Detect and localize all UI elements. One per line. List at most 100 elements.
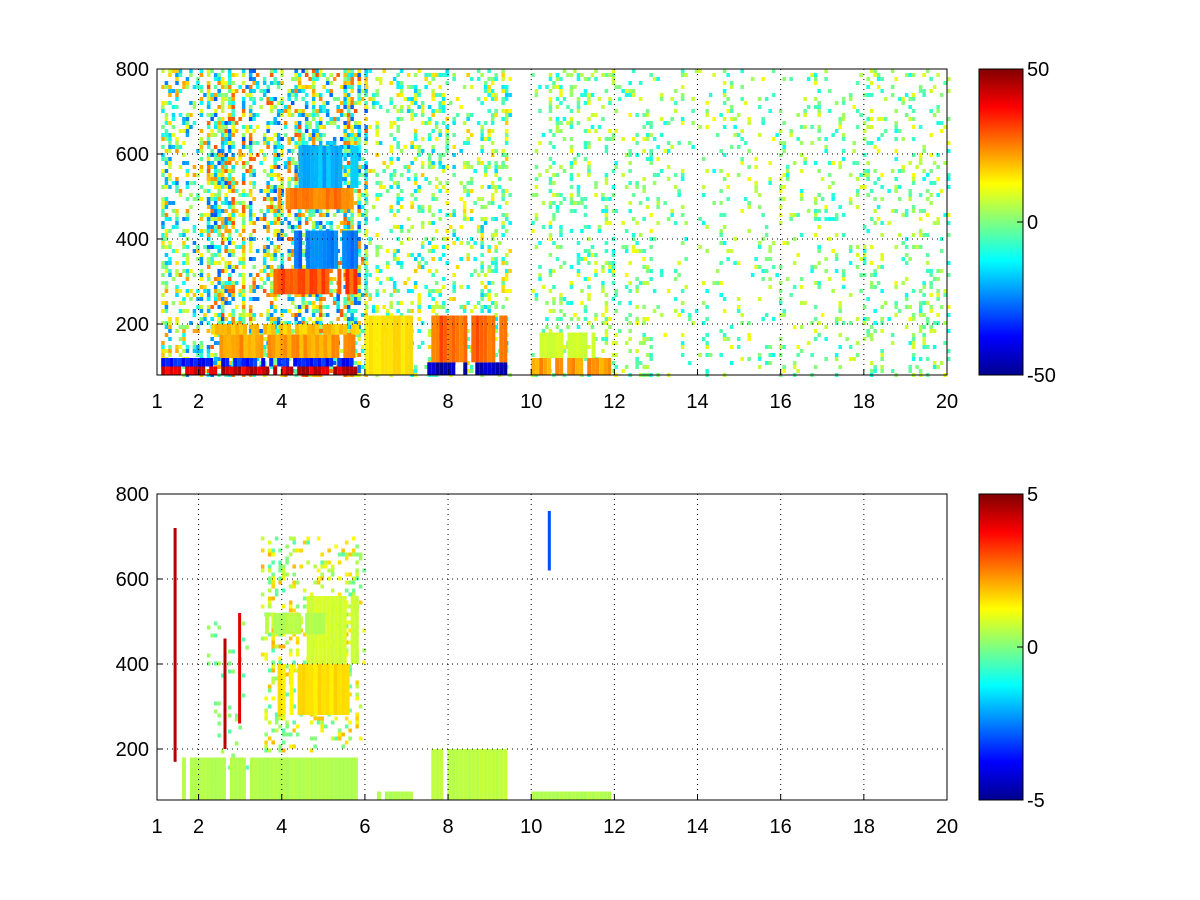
heatmap-cell	[915, 165, 919, 169]
heatmap-cell	[269, 257, 274, 261]
heatmap-cell	[353, 133, 358, 137]
heatmap-band-cell	[301, 366, 306, 375]
heatmap-cell	[252, 229, 256, 233]
heatmap-cell	[297, 113, 302, 117]
heatmap-cell	[608, 269, 612, 273]
heatmap-cell	[866, 117, 870, 121]
heatmap-cell	[192, 197, 197, 201]
heatmap-cell	[943, 321, 947, 325]
heatmap-cell	[267, 580, 272, 585]
heatmap-cell	[283, 165, 288, 169]
heatmap-cell	[274, 712, 279, 717]
heatmap-cell	[364, 109, 368, 113]
heatmap-band-cell	[265, 366, 270, 375]
heatmap-cell	[410, 145, 414, 149]
heatmap-cell	[273, 245, 277, 249]
heatmap-cell	[594, 261, 598, 265]
heatmap-cell	[911, 289, 916, 293]
heatmap-cell	[164, 157, 169, 161]
heatmap-cell	[504, 189, 509, 193]
heatmap-cell	[726, 257, 730, 261]
heatmap-cell	[217, 273, 221, 277]
heatmap-cell	[733, 261, 737, 265]
heatmap-cell	[308, 293, 312, 297]
heatmap-cell	[276, 209, 281, 213]
heatmap-cell	[382, 185, 386, 189]
heatmap-cell	[175, 149, 179, 153]
heatmap-cell	[220, 309, 225, 313]
heatmap-cell	[501, 189, 505, 193]
heatmap-cell	[908, 105, 912, 109]
heatmap-cell	[936, 153, 940, 157]
heatmap-cell	[559, 309, 563, 313]
heatmap-band-cell	[285, 366, 290, 375]
heatmap-cell	[480, 241, 484, 245]
heatmap-cell	[712, 281, 716, 285]
heatmap-cell	[385, 313, 390, 317]
heatmap-cell	[946, 273, 951, 277]
heatmap-cell	[301, 213, 305, 217]
heatmap-cell	[171, 181, 176, 185]
heatmap-cell	[346, 325, 351, 329]
heatmap-cell	[217, 189, 221, 193]
heatmap-cell	[932, 365, 937, 369]
heatmap-cell	[504, 229, 509, 233]
heatmap-cell	[273, 205, 277, 209]
heatmap-cell	[445, 165, 449, 169]
heatmap-cell	[594, 185, 598, 189]
heatmap-cell	[280, 109, 284, 113]
heatmap-cell	[227, 273, 232, 277]
heatmap-cell	[406, 105, 411, 109]
heatmap-cell	[396, 93, 400, 97]
heatmap-cell	[813, 105, 818, 109]
heatmap-cell	[297, 141, 302, 145]
heatmap-band-cell	[342, 230, 347, 269]
heatmap-cell	[276, 157, 281, 161]
heatmap-cell	[392, 257, 397, 261]
heatmap-cell	[220, 269, 225, 273]
heatmap-cell	[203, 285, 207, 289]
heatmap-band-cell	[345, 366, 350, 375]
heatmap-cell	[252, 69, 256, 73]
heatmap-cell	[329, 141, 333, 145]
heatmap-band-cell	[283, 334, 288, 358]
heatmap-cell	[824, 257, 828, 261]
heatmap-cell	[480, 305, 484, 309]
heatmap-cell	[939, 269, 944, 273]
heatmap-cell	[534, 193, 539, 197]
heatmap-cell	[487, 309, 491, 313]
heatmap-cell	[288, 652, 293, 657]
heatmap-cell	[301, 305, 305, 309]
heatmap-cell	[417, 145, 421, 149]
heatmap-cell	[220, 145, 225, 149]
heatmap-cell	[834, 129, 839, 133]
heatmap-cell	[677, 141, 681, 145]
heatmap-cell	[210, 117, 214, 121]
heatmap-band-cell	[343, 324, 348, 335]
heatmap-cell	[285, 672, 289, 677]
heatmap-cell	[178, 129, 183, 133]
heatmap-cell	[611, 237, 616, 241]
heatmap-cell	[494, 261, 498, 265]
heatmap-cell	[670, 209, 674, 213]
heatmap-cell	[199, 297, 204, 301]
heatmap-cell	[817, 225, 821, 229]
heatmap-cell	[168, 261, 172, 265]
heatmap-cell	[260, 536, 265, 541]
heatmap-cell	[659, 313, 664, 317]
heatmap-cell	[424, 285, 428, 289]
heatmap-cell	[490, 185, 495, 189]
heatmap-cell	[445, 125, 449, 129]
heatmap-cell	[322, 125, 326, 129]
heatmap-cell	[252, 81, 256, 85]
heatmap-cell	[476, 229, 481, 233]
heatmap-cell	[719, 169, 723, 173]
heatmap-cell	[922, 325, 926, 329]
heatmap-cell	[357, 81, 361, 85]
heatmap-cell	[206, 309, 211, 313]
heatmap-cell	[501, 221, 505, 225]
heatmap-cell	[649, 245, 653, 249]
heatmap-cell	[294, 305, 298, 309]
heatmap-cell	[838, 345, 842, 349]
heatmap-cell	[946, 117, 951, 121]
